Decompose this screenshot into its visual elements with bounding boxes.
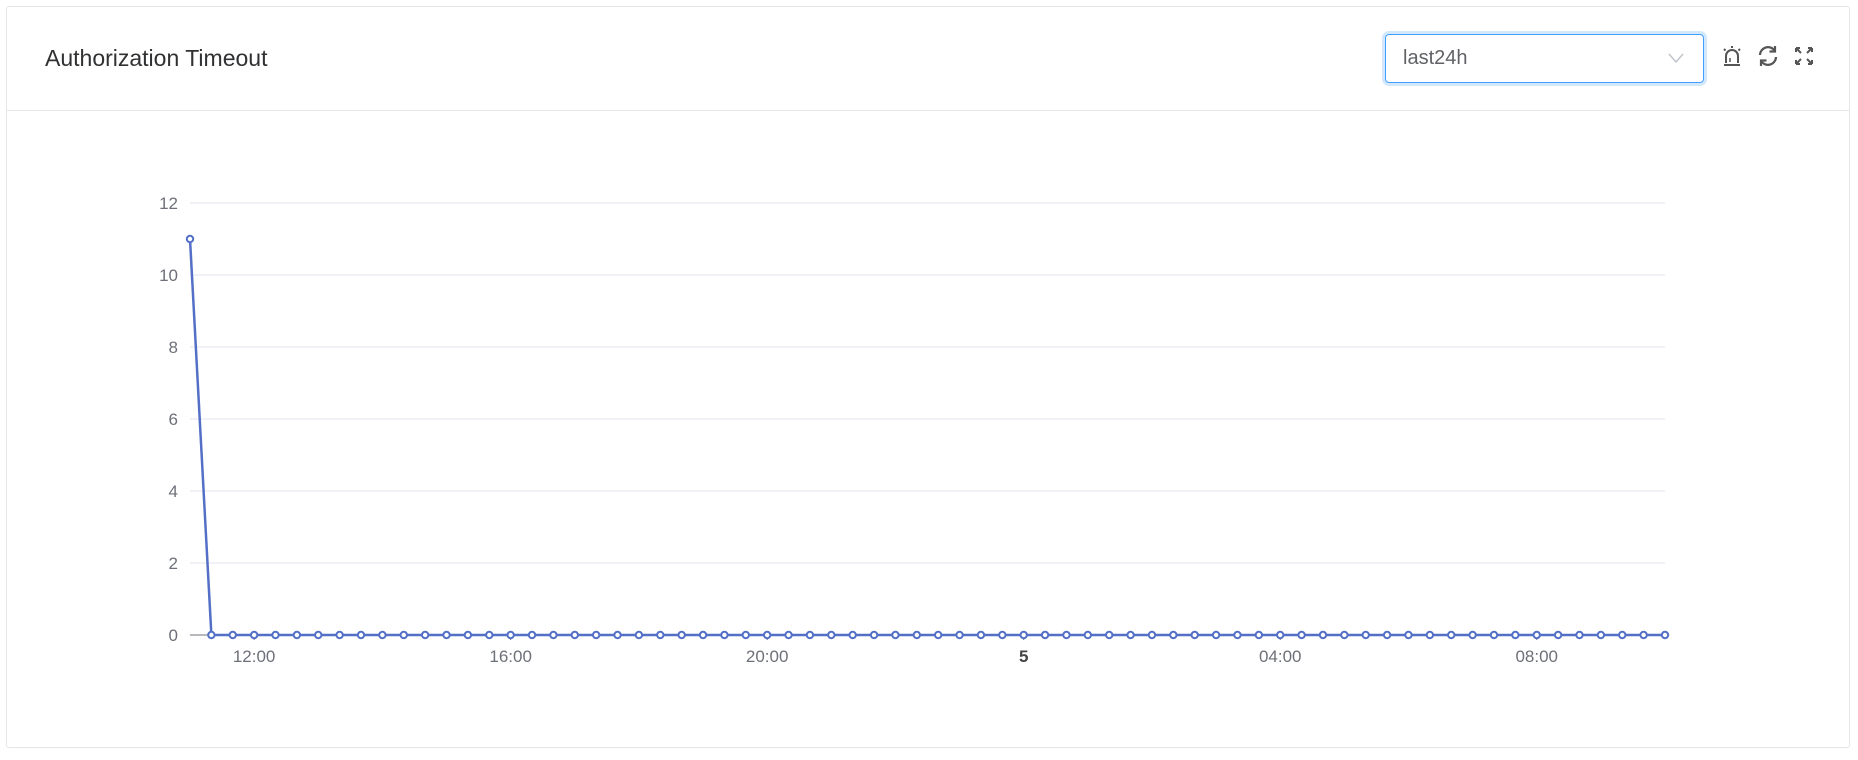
data-point	[549, 630, 558, 640]
data-point	[1447, 630, 1456, 640]
x-tick-label: 08:00	[1515, 647, 1558, 666]
data-point	[292, 630, 302, 640]
y-tick-label: 6	[169, 410, 178, 429]
data-point	[1575, 630, 1584, 640]
data-point	[869, 630, 879, 640]
card-header: Authorization Timeout last24h	[7, 7, 1849, 111]
data-point	[506, 630, 515, 640]
data-point	[1105, 630, 1114, 640]
data-point	[1468, 630, 1477, 640]
data-point	[1532, 630, 1541, 640]
data-point	[891, 630, 900, 640]
data-point	[677, 630, 686, 640]
data-point	[848, 630, 857, 640]
data-point	[1297, 630, 1306, 640]
chart-title: Authorization Timeout	[45, 45, 268, 71]
data-point	[1596, 630, 1606, 640]
data-point	[314, 630, 323, 640]
alarm-icon[interactable]	[1719, 43, 1745, 69]
y-tick-label: 4	[169, 482, 178, 501]
data-point	[955, 630, 964, 640]
data-point	[784, 630, 793, 640]
data-point	[1425, 630, 1435, 640]
data-point	[634, 630, 644, 640]
data-point	[1382, 630, 1392, 640]
data-point	[1276, 630, 1285, 640]
data-point	[570, 630, 579, 640]
fullscreen-icon[interactable]	[1791, 43, 1817, 69]
data-point	[698, 630, 708, 640]
chart-card: Authorization Timeout last24h	[6, 6, 1850, 748]
data-point	[1083, 630, 1093, 640]
data-point	[591, 630, 601, 640]
data-point	[762, 630, 772, 640]
x-tick-label: 20:00	[746, 647, 789, 666]
refresh-icon[interactable]	[1755, 43, 1781, 69]
data-point	[485, 630, 494, 640]
data-point	[442, 630, 451, 640]
x-tick-label: 5	[1019, 647, 1028, 666]
data-point	[1489, 630, 1499, 640]
data-point	[463, 630, 473, 640]
data-point	[1126, 630, 1135, 640]
data-point	[1511, 630, 1520, 640]
data-point	[228, 630, 237, 640]
data-point	[1318, 630, 1328, 640]
data-point	[933, 630, 943, 640]
data-point	[1660, 630, 1670, 640]
data-point	[1019, 630, 1028, 640]
y-tick-label: 0	[169, 626, 178, 645]
data-point	[720, 630, 729, 640]
data-point	[249, 630, 259, 640]
data-point	[1233, 630, 1242, 640]
data-point	[805, 630, 815, 640]
data-point	[399, 630, 408, 640]
data-point	[271, 630, 280, 640]
data-point	[527, 630, 537, 640]
data-point	[1190, 630, 1199, 640]
data-point	[1169, 630, 1178, 640]
data-point	[1147, 630, 1157, 640]
data-point	[976, 630, 986, 640]
data-point	[1062, 630, 1071, 640]
data-point	[420, 630, 430, 640]
data-point	[912, 630, 922, 640]
data-point	[1254, 630, 1264, 640]
y-tick-label: 10	[159, 266, 178, 285]
time-range-value: last24h	[1403, 47, 1468, 69]
x-tick-label: 04:00	[1259, 647, 1302, 666]
time-range-select[interactable]: last24h	[1385, 34, 1704, 83]
data-point	[207, 630, 216, 640]
data-point	[656, 630, 665, 640]
data-point	[1040, 630, 1050, 640]
x-tick-label: 16:00	[489, 647, 532, 666]
data-point	[1340, 630, 1349, 640]
data-point	[335, 630, 344, 640]
y-tick-label: 12	[159, 194, 178, 213]
data-point	[1618, 630, 1627, 640]
series-line	[188, 238, 1665, 637]
data-point	[1553, 630, 1563, 640]
data-point	[1404, 630, 1413, 640]
data-point	[1361, 630, 1370, 640]
data-point	[185, 234, 195, 244]
x-tick-label: 12:00	[233, 647, 276, 666]
data-point	[998, 630, 1007, 640]
data-point	[1211, 630, 1221, 640]
data-point	[378, 630, 387, 640]
chevron-down-icon	[1668, 53, 1684, 64]
y-tick-label: 2	[169, 554, 178, 573]
y-tick-label: 8	[169, 338, 178, 357]
data-point	[356, 630, 366, 640]
data-point	[1639, 630, 1648, 640]
data-point	[741, 630, 750, 640]
data-point	[827, 630, 836, 640]
data-point	[613, 630, 622, 640]
